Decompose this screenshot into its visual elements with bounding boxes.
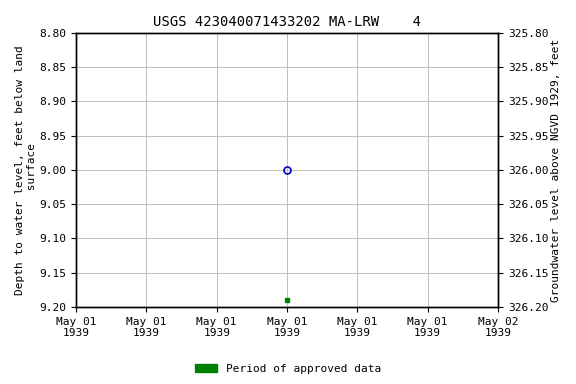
Y-axis label: Groundwater level above NGVD 1929, feet: Groundwater level above NGVD 1929, feet: [551, 38, 561, 301]
Title: USGS 423040071433202 MA-LRW    4: USGS 423040071433202 MA-LRW 4: [153, 15, 421, 29]
Y-axis label: Depth to water level, feet below land
 surface: Depth to water level, feet below land su…: [15, 45, 37, 295]
Legend: Period of approved data: Period of approved data: [191, 359, 385, 379]
